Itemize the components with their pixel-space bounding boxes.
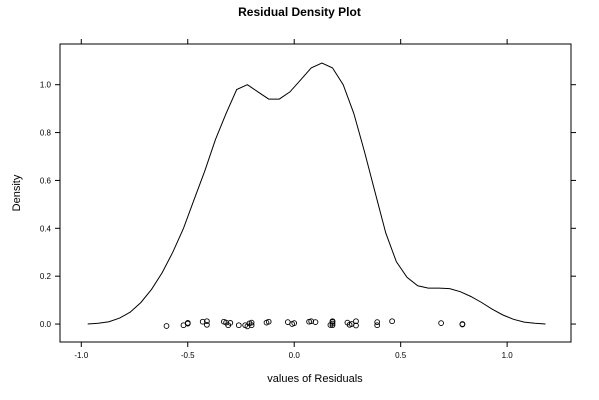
- chart-title: Residual Density Plot: [238, 5, 361, 19]
- density-curve: [87, 62, 546, 325]
- residual-point: [353, 318, 359, 325]
- residual-point: [204, 318, 210, 325]
- residual-point: [438, 320, 444, 326]
- x-tick-label: 1.0: [502, 351, 514, 360]
- residual-point: [163, 323, 170, 329]
- residual-point: [227, 320, 234, 326]
- residual-point: [312, 319, 319, 325]
- x-tick-label: -0.5: [181, 351, 195, 360]
- residual-point: [374, 319, 381, 325]
- residual-point: [199, 318, 206, 325]
- x-tick-label: -1.0: [74, 351, 88, 360]
- residual-point: [204, 321, 210, 328]
- residual-point: [389, 318, 395, 325]
- residual-point: [374, 322, 381, 329]
- y-tick-label: 0.4: [40, 224, 52, 233]
- residual-point: [248, 322, 255, 329]
- y-tick-label: 0.2: [40, 272, 52, 281]
- y-tick-label: 0.0: [40, 320, 52, 329]
- residual-point: [329, 319, 336, 325]
- x-tick-label: 0.5: [395, 351, 407, 360]
- x-tick-label: 0.0: [289, 351, 301, 360]
- residual-point: [329, 322, 336, 329]
- plot-frame: [59, 43, 572, 343]
- residual-point: [353, 322, 359, 329]
- residual-point: [248, 319, 255, 326]
- residual-points: [163, 318, 466, 330]
- x-axis: -1.0 -0.5 0.0 0.5 1.0: [74, 39, 513, 360]
- residual-point: [459, 321, 466, 328]
- residual-point: [291, 320, 298, 326]
- y-tick-label: 0.6: [40, 176, 52, 185]
- y-tick-label: 1.0: [40, 81, 52, 90]
- y-axis-label: Density: [11, 174, 23, 211]
- y-tick-label: 0.8: [40, 129, 52, 138]
- residual-point: [265, 318, 272, 325]
- residual-point: [184, 320, 191, 326]
- x-axis-label: values of Residuals: [267, 373, 363, 385]
- y-axis: 0.0 0.2 0.4 0.6 0.8 1.0: [40, 81, 576, 329]
- residual-point: [235, 322, 242, 329]
- residual-point: [329, 320, 336, 327]
